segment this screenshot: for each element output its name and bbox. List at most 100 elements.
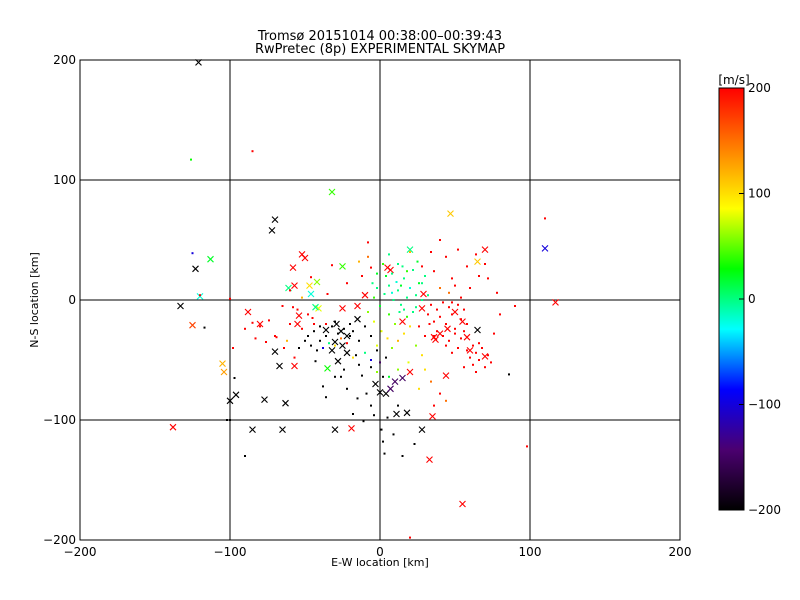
- dot-point: [406, 270, 408, 273]
- dot-point: [322, 385, 324, 388]
- dot-point: [412, 311, 414, 313]
- dot-point: [463, 366, 465, 369]
- cross-point: [393, 410, 400, 418]
- cross-point: [282, 399, 289, 407]
- dot-point: [400, 303, 402, 306]
- dot-point: [370, 266, 372, 269]
- cross-point: [354, 302, 361, 310]
- cross-point: [466, 347, 474, 354]
- dot-point: [388, 375, 390, 378]
- dot-point: [358, 260, 360, 263]
- dot-point: [383, 293, 386, 295]
- x-tick-label: 200: [669, 545, 692, 559]
- cross-point: [372, 380, 379, 388]
- dot-point: [275, 336, 278, 339]
- dot-point: [490, 361, 492, 364]
- dot-point: [199, 294, 201, 297]
- cross-point: [268, 227, 276, 234]
- dot-point: [304, 339, 306, 342]
- dot-point: [418, 282, 420, 285]
- dot-point: [325, 396, 327, 399]
- dot-point: [478, 359, 480, 361]
- dot-point: [331, 325, 333, 328]
- dot-point: [428, 323, 431, 325]
- dot-point: [311, 317, 314, 319]
- cross-point: [354, 315, 361, 323]
- dot-point: [397, 339, 399, 342]
- dot-point: [407, 361, 410, 364]
- cross-point: [343, 349, 351, 357]
- dot-point: [400, 284, 402, 287]
- dot-point: [376, 272, 378, 275]
- dot-point: [367, 241, 369, 244]
- dot-point: [451, 277, 453, 280]
- dot-point: [281, 305, 284, 307]
- cross-point: [324, 365, 331, 372]
- dot-point: [391, 347, 393, 349]
- dot-point: [526, 445, 528, 448]
- cross-point: [406, 368, 414, 376]
- cross-point: [429, 413, 436, 420]
- dot-point: [289, 323, 291, 325]
- dot-point: [232, 347, 234, 349]
- dot-point: [484, 263, 486, 265]
- y-tick-label: −200: [43, 533, 76, 547]
- dot-point: [346, 342, 348, 345]
- dot-point: [478, 342, 480, 345]
- dot-point: [448, 306, 450, 309]
- dot-point: [274, 335, 276, 337]
- cross-point: [426, 456, 433, 463]
- dot-point: [376, 349, 378, 352]
- dot-point: [367, 255, 369, 258]
- dot-point: [436, 308, 438, 311]
- dot-point: [460, 337, 462, 340]
- dot-point: [472, 363, 474, 366]
- dot-point: [395, 281, 398, 283]
- dot-point: [254, 337, 257, 340]
- y-tick-label: −100: [43, 413, 76, 427]
- dot-point: [445, 344, 447, 347]
- dot-point: [268, 319, 270, 322]
- dot-point: [386, 416, 389, 419]
- cross-point: [289, 264, 297, 271]
- cross-point: [339, 263, 346, 270]
- cross-point: [244, 308, 252, 316]
- dot-point: [361, 374, 363, 377]
- dot-point: [325, 323, 327, 325]
- dot-point: [421, 354, 423, 357]
- dot-point: [496, 291, 498, 294]
- dot-point: [415, 344, 417, 347]
- dot-point: [439, 287, 441, 289]
- cross-point: [169, 423, 177, 431]
- dot-point: [481, 347, 483, 349]
- cross-point: [295, 312, 303, 319]
- dot-point: [475, 351, 477, 354]
- dot-point: [391, 272, 393, 275]
- dot-point: [349, 323, 351, 325]
- dot-point: [382, 375, 384, 378]
- data-points: [169, 59, 559, 539]
- cross-point: [442, 372, 450, 379]
- dot-point: [319, 339, 321, 342]
- dot-point: [203, 326, 206, 329]
- dot-point: [392, 299, 395, 301]
- grid-lines: [80, 60, 680, 540]
- dot-point: [310, 344, 312, 347]
- dot-point: [364, 351, 366, 354]
- dot-point: [418, 325, 420, 328]
- dot-point: [362, 420, 365, 423]
- cross-point: [343, 332, 351, 340]
- dot-point: [251, 321, 254, 324]
- dot-point: [398, 311, 401, 313]
- dot-point: [251, 150, 254, 153]
- dot-point: [265, 341, 267, 343]
- dot-point: [460, 296, 462, 299]
- dot-point: [439, 392, 441, 395]
- colorbar-tick-label: 0: [748, 292, 756, 306]
- dot-point: [445, 323, 447, 325]
- y-tick-label: 100: [53, 173, 76, 187]
- dot-point: [358, 339, 360, 342]
- dot-point: [343, 368, 345, 371]
- dot-point: [409, 287, 411, 289]
- dot-point: [358, 363, 360, 366]
